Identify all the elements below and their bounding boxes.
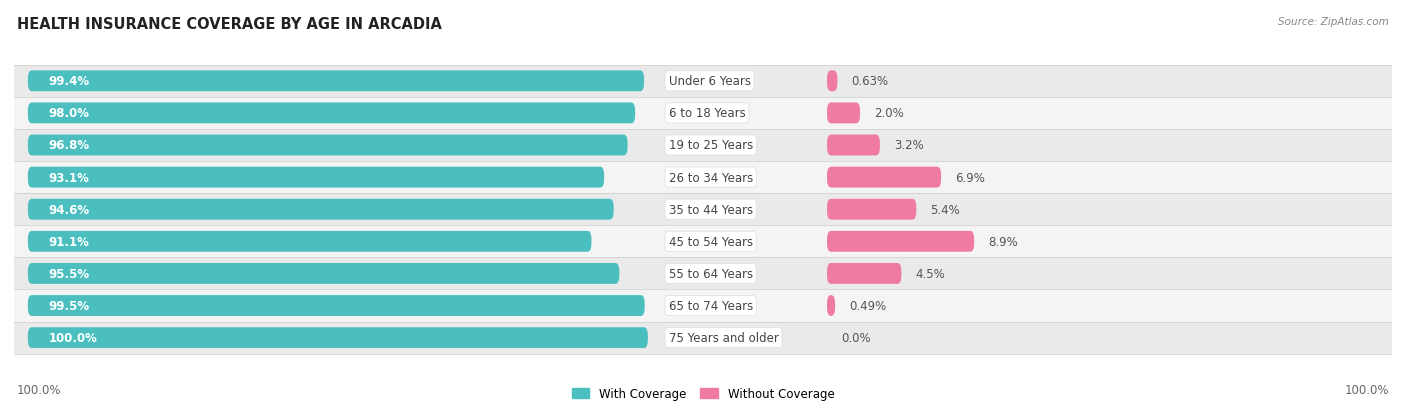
FancyBboxPatch shape — [827, 263, 901, 284]
FancyBboxPatch shape — [28, 103, 636, 124]
Text: 93.1%: 93.1% — [48, 171, 90, 184]
Bar — [14, 161, 1392, 194]
Text: 6 to 18 Years: 6 to 18 Years — [669, 107, 745, 120]
FancyBboxPatch shape — [827, 199, 917, 220]
Text: 99.5%: 99.5% — [48, 299, 90, 312]
Text: 8.9%: 8.9% — [988, 235, 1018, 248]
FancyBboxPatch shape — [28, 328, 648, 348]
Text: 65 to 74 Years: 65 to 74 Years — [669, 299, 752, 312]
Text: 91.1%: 91.1% — [48, 235, 90, 248]
Bar — [14, 290, 1392, 322]
Bar — [14, 66, 1392, 97]
Text: 100.0%: 100.0% — [17, 384, 62, 396]
Bar — [14, 258, 1392, 290]
FancyBboxPatch shape — [28, 295, 645, 316]
Text: 99.4%: 99.4% — [48, 75, 90, 88]
Text: 26 to 34 Years: 26 to 34 Years — [669, 171, 752, 184]
FancyBboxPatch shape — [827, 295, 835, 316]
FancyBboxPatch shape — [827, 167, 941, 188]
FancyBboxPatch shape — [827, 71, 838, 92]
Text: 5.4%: 5.4% — [931, 203, 960, 216]
Text: 0.63%: 0.63% — [851, 75, 889, 88]
Bar — [14, 97, 1392, 130]
Text: 55 to 64 Years: 55 to 64 Years — [669, 267, 752, 280]
Bar — [14, 130, 1392, 161]
Text: 95.5%: 95.5% — [48, 267, 90, 280]
Text: Under 6 Years: Under 6 Years — [669, 75, 751, 88]
Text: 35 to 44 Years: 35 to 44 Years — [669, 203, 752, 216]
Text: 45 to 54 Years: 45 to 54 Years — [669, 235, 752, 248]
Text: 19 to 25 Years: 19 to 25 Years — [669, 139, 752, 152]
Text: 94.6%: 94.6% — [48, 203, 90, 216]
FancyBboxPatch shape — [28, 199, 613, 220]
FancyBboxPatch shape — [28, 167, 605, 188]
Text: Source: ZipAtlas.com: Source: ZipAtlas.com — [1278, 17, 1389, 26]
Text: HEALTH INSURANCE COVERAGE BY AGE IN ARCADIA: HEALTH INSURANCE COVERAGE BY AGE IN ARCA… — [17, 17, 441, 31]
FancyBboxPatch shape — [28, 263, 620, 284]
Legend: With Coverage, Without Coverage: With Coverage, Without Coverage — [567, 382, 839, 405]
Bar — [14, 226, 1392, 258]
Text: 100.0%: 100.0% — [48, 331, 97, 344]
FancyBboxPatch shape — [28, 71, 644, 92]
FancyBboxPatch shape — [28, 135, 627, 156]
FancyBboxPatch shape — [28, 231, 592, 252]
Bar — [14, 322, 1392, 354]
FancyBboxPatch shape — [827, 103, 860, 124]
Text: 98.0%: 98.0% — [48, 107, 90, 120]
Text: 96.8%: 96.8% — [48, 139, 90, 152]
Bar — [14, 194, 1392, 226]
Text: 6.9%: 6.9% — [955, 171, 984, 184]
Text: 100.0%: 100.0% — [1344, 384, 1389, 396]
Text: 3.2%: 3.2% — [894, 139, 924, 152]
Text: 0.0%: 0.0% — [841, 331, 870, 344]
FancyBboxPatch shape — [827, 135, 880, 156]
Text: 2.0%: 2.0% — [875, 107, 904, 120]
Text: 0.49%: 0.49% — [849, 299, 886, 312]
Text: 75 Years and older: 75 Years and older — [669, 331, 779, 344]
Text: 4.5%: 4.5% — [915, 267, 945, 280]
FancyBboxPatch shape — [827, 231, 974, 252]
